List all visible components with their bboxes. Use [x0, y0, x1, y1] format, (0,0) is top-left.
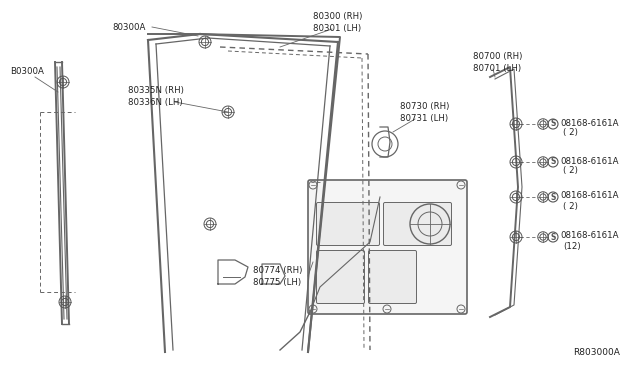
Text: 08168-6161A: 08168-6161A	[560, 119, 618, 128]
Text: ( 2): ( 2)	[563, 167, 578, 176]
Text: S: S	[550, 232, 556, 241]
Text: (12): (12)	[563, 241, 580, 250]
Text: ( 2): ( 2)	[563, 128, 578, 138]
Text: S: S	[550, 119, 556, 128]
FancyBboxPatch shape	[308, 180, 467, 314]
FancyBboxPatch shape	[383, 202, 451, 246]
Text: 08168-6161A: 08168-6161A	[560, 192, 618, 201]
Text: 80300A: 80300A	[112, 22, 145, 32]
Text: R803000A: R803000A	[573, 348, 620, 357]
Text: S: S	[550, 192, 556, 202]
Text: 80335N (RH): 80335N (RH)	[128, 86, 184, 94]
Text: ( 2): ( 2)	[563, 202, 578, 211]
Text: 08168-6161A: 08168-6161A	[560, 231, 618, 241]
Text: 80336N (LH): 80336N (LH)	[128, 97, 182, 106]
Text: 80301 (LH): 80301 (LH)	[313, 25, 361, 33]
Text: 80731 (LH): 80731 (LH)	[400, 115, 448, 124]
Text: 80774 (RH): 80774 (RH)	[253, 266, 302, 275]
Text: S: S	[550, 157, 556, 167]
Text: 80775 (LH): 80775 (LH)	[253, 278, 301, 286]
Text: 80701 (LH): 80701 (LH)	[473, 64, 521, 74]
Text: 80700 (RH): 80700 (RH)	[473, 52, 522, 61]
Text: 08168-6161A: 08168-6161A	[560, 157, 618, 166]
Text: 80730 (RH): 80730 (RH)	[400, 103, 449, 112]
Text: B0300A: B0300A	[10, 67, 44, 77]
FancyBboxPatch shape	[317, 202, 380, 246]
FancyBboxPatch shape	[369, 250, 417, 304]
FancyBboxPatch shape	[317, 250, 365, 304]
Text: 80300 (RH): 80300 (RH)	[313, 13, 362, 22]
